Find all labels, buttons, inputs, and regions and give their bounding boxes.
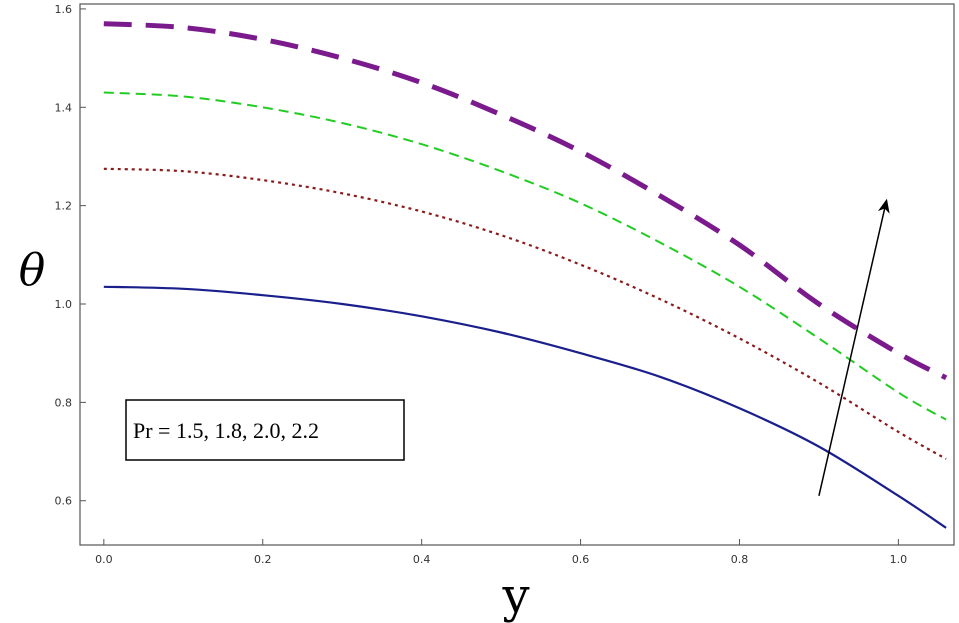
x-tick-label: 0.2: [254, 553, 272, 566]
x-tick-label: 0.4: [413, 553, 431, 566]
annotation-text: Pr = 1.5, 1.8, 2.0, 2.2: [133, 418, 319, 443]
y-tick-label: 0.8: [55, 396, 73, 409]
x-tick-label: 1.0: [890, 553, 908, 566]
series-line-1: [103, 285, 947, 529]
y-tick-label: 1.4: [55, 101, 73, 114]
y-tick-label: 1.2: [55, 200, 73, 213]
x-tick-label: 0.0: [95, 553, 113, 566]
annotation-frame: [125, 399, 405, 461]
y-tick-label: 1.0: [55, 298, 73, 311]
series-line-3: [103, 91, 947, 421]
y-axis-label: θ: [19, 245, 46, 296]
series-line-4: [103, 21, 948, 381]
x-axis-ticks: 0.0 0.2 0.4 0.6 0.8 1.0: [95, 539, 907, 566]
y-tick-label: 0.6: [55, 495, 73, 508]
annotation-box: Pr = 1.5, 1.8, 2.0, 2.2: [125, 399, 405, 461]
y-tick-label: 1.6: [55, 3, 73, 16]
y-axis-ticks: 0.6 0.8 1.0 1.2 1.4 1.6: [55, 3, 86, 508]
x-axis-label: y: [501, 568, 529, 623]
x-tick-label: 0.6: [572, 553, 590, 566]
series-line-2: [103, 167, 947, 460]
increase-arrow: [818, 198, 890, 496]
plot-frame: [79, 3, 955, 546]
series-lines: [103, 21, 948, 529]
x-tick-label: 0.8: [731, 553, 749, 566]
